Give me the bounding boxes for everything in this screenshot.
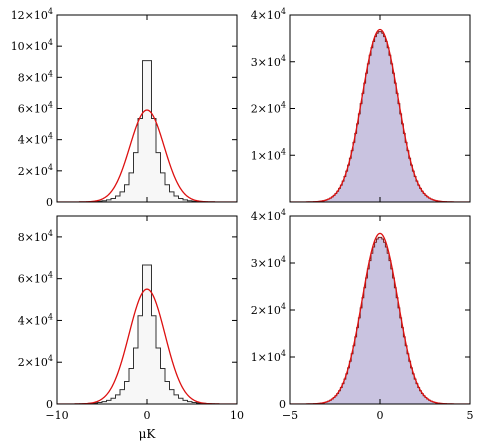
y-tick-label: 0: [46, 196, 53, 209]
y-tick-label: 4×104: [18, 132, 53, 147]
y-tick-label: 12×104: [11, 7, 53, 22]
panel-top-left: 0 2×104 4×104 6×104 8×104 10×104 12×104: [11, 7, 238, 209]
x-axis-label: μK: [139, 427, 157, 441]
x-tick-label: 10: [230, 409, 244, 422]
y-tick-label: 0: [279, 398, 286, 411]
histogram-steps: [74, 60, 220, 202]
x-tick-label: 5: [467, 409, 474, 422]
panel-top-right: 1×104 2×104 3×104 4×104: [251, 7, 471, 203]
histogram-fill: [299, 31, 461, 202]
x-tick-label: −5: [282, 409, 298, 422]
histogram-fill: [75, 265, 219, 404]
y-tick-label: 2×104: [251, 101, 286, 116]
y-tick-label: 1×104: [251, 147, 286, 162]
y-tick-label: 3×104: [251, 54, 286, 69]
histogram-fill: [299, 237, 461, 404]
gaussian-fit-line: [290, 28, 470, 202]
y-tick-label: 1×104: [251, 349, 286, 364]
y-tick-label: 4×104: [251, 7, 286, 22]
x-tick-label: −10: [45, 409, 68, 422]
y-tick-label: 0: [46, 398, 53, 411]
gaussian-fit-line: [290, 232, 470, 404]
x-tick-label: 0: [377, 409, 384, 422]
y-tick-label: 2×104: [18, 163, 53, 178]
histogram-fill: [75, 60, 219, 202]
y-tick-label: 6×104: [18, 271, 53, 286]
y-tick-label: 2×104: [251, 302, 286, 317]
y-tick-label: 4×104: [251, 208, 286, 223]
y-tick-label: 6×104: [18, 101, 53, 116]
y-tick-label: 8×104: [18, 229, 53, 244]
y-tick-label: 8×104: [18, 69, 53, 84]
y-tick-label: 3×104: [251, 255, 286, 270]
histogram-steps: [74, 264, 220, 404]
y-tick-label: 10×104: [11, 38, 53, 53]
y-tick-label: 2×104: [18, 354, 53, 369]
x-tick-label: 0: [144, 409, 151, 422]
y-tick-label: 4×104: [18, 312, 53, 327]
